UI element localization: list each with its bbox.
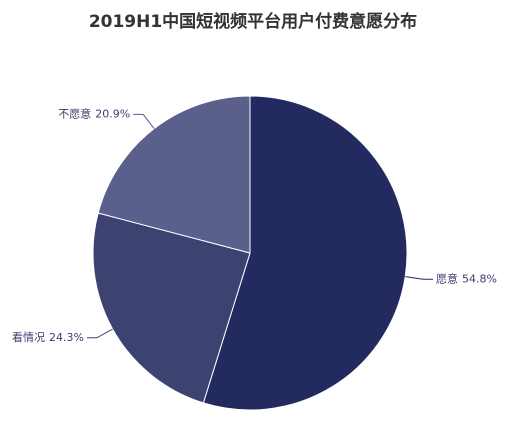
slice-name: 看情况 — [12, 330, 45, 344]
slice-value: 54.8% — [462, 272, 497, 285]
leader-line — [133, 113, 155, 129]
slice-label: 愿意 54.8% — [436, 271, 497, 285]
slice-name: 不愿意 — [58, 106, 91, 120]
slice-value: 20.9% — [95, 107, 130, 120]
leader-line — [86, 328, 113, 339]
pie-slice — [92, 212, 251, 404]
pie-slice — [97, 95, 251, 254]
pie-slice — [202, 95, 408, 411]
slice-label: 不愿意 20.9% — [58, 106, 130, 120]
slice-value: 24.3% — [49, 331, 84, 344]
slice-name: 愿意 — [436, 271, 458, 285]
leader-line — [405, 276, 434, 280]
slice-label: 看情况 24.3% — [12, 330, 84, 344]
chart-title: 2019H1中国短视频平台用户付费意愿分布 — [89, 11, 417, 32]
